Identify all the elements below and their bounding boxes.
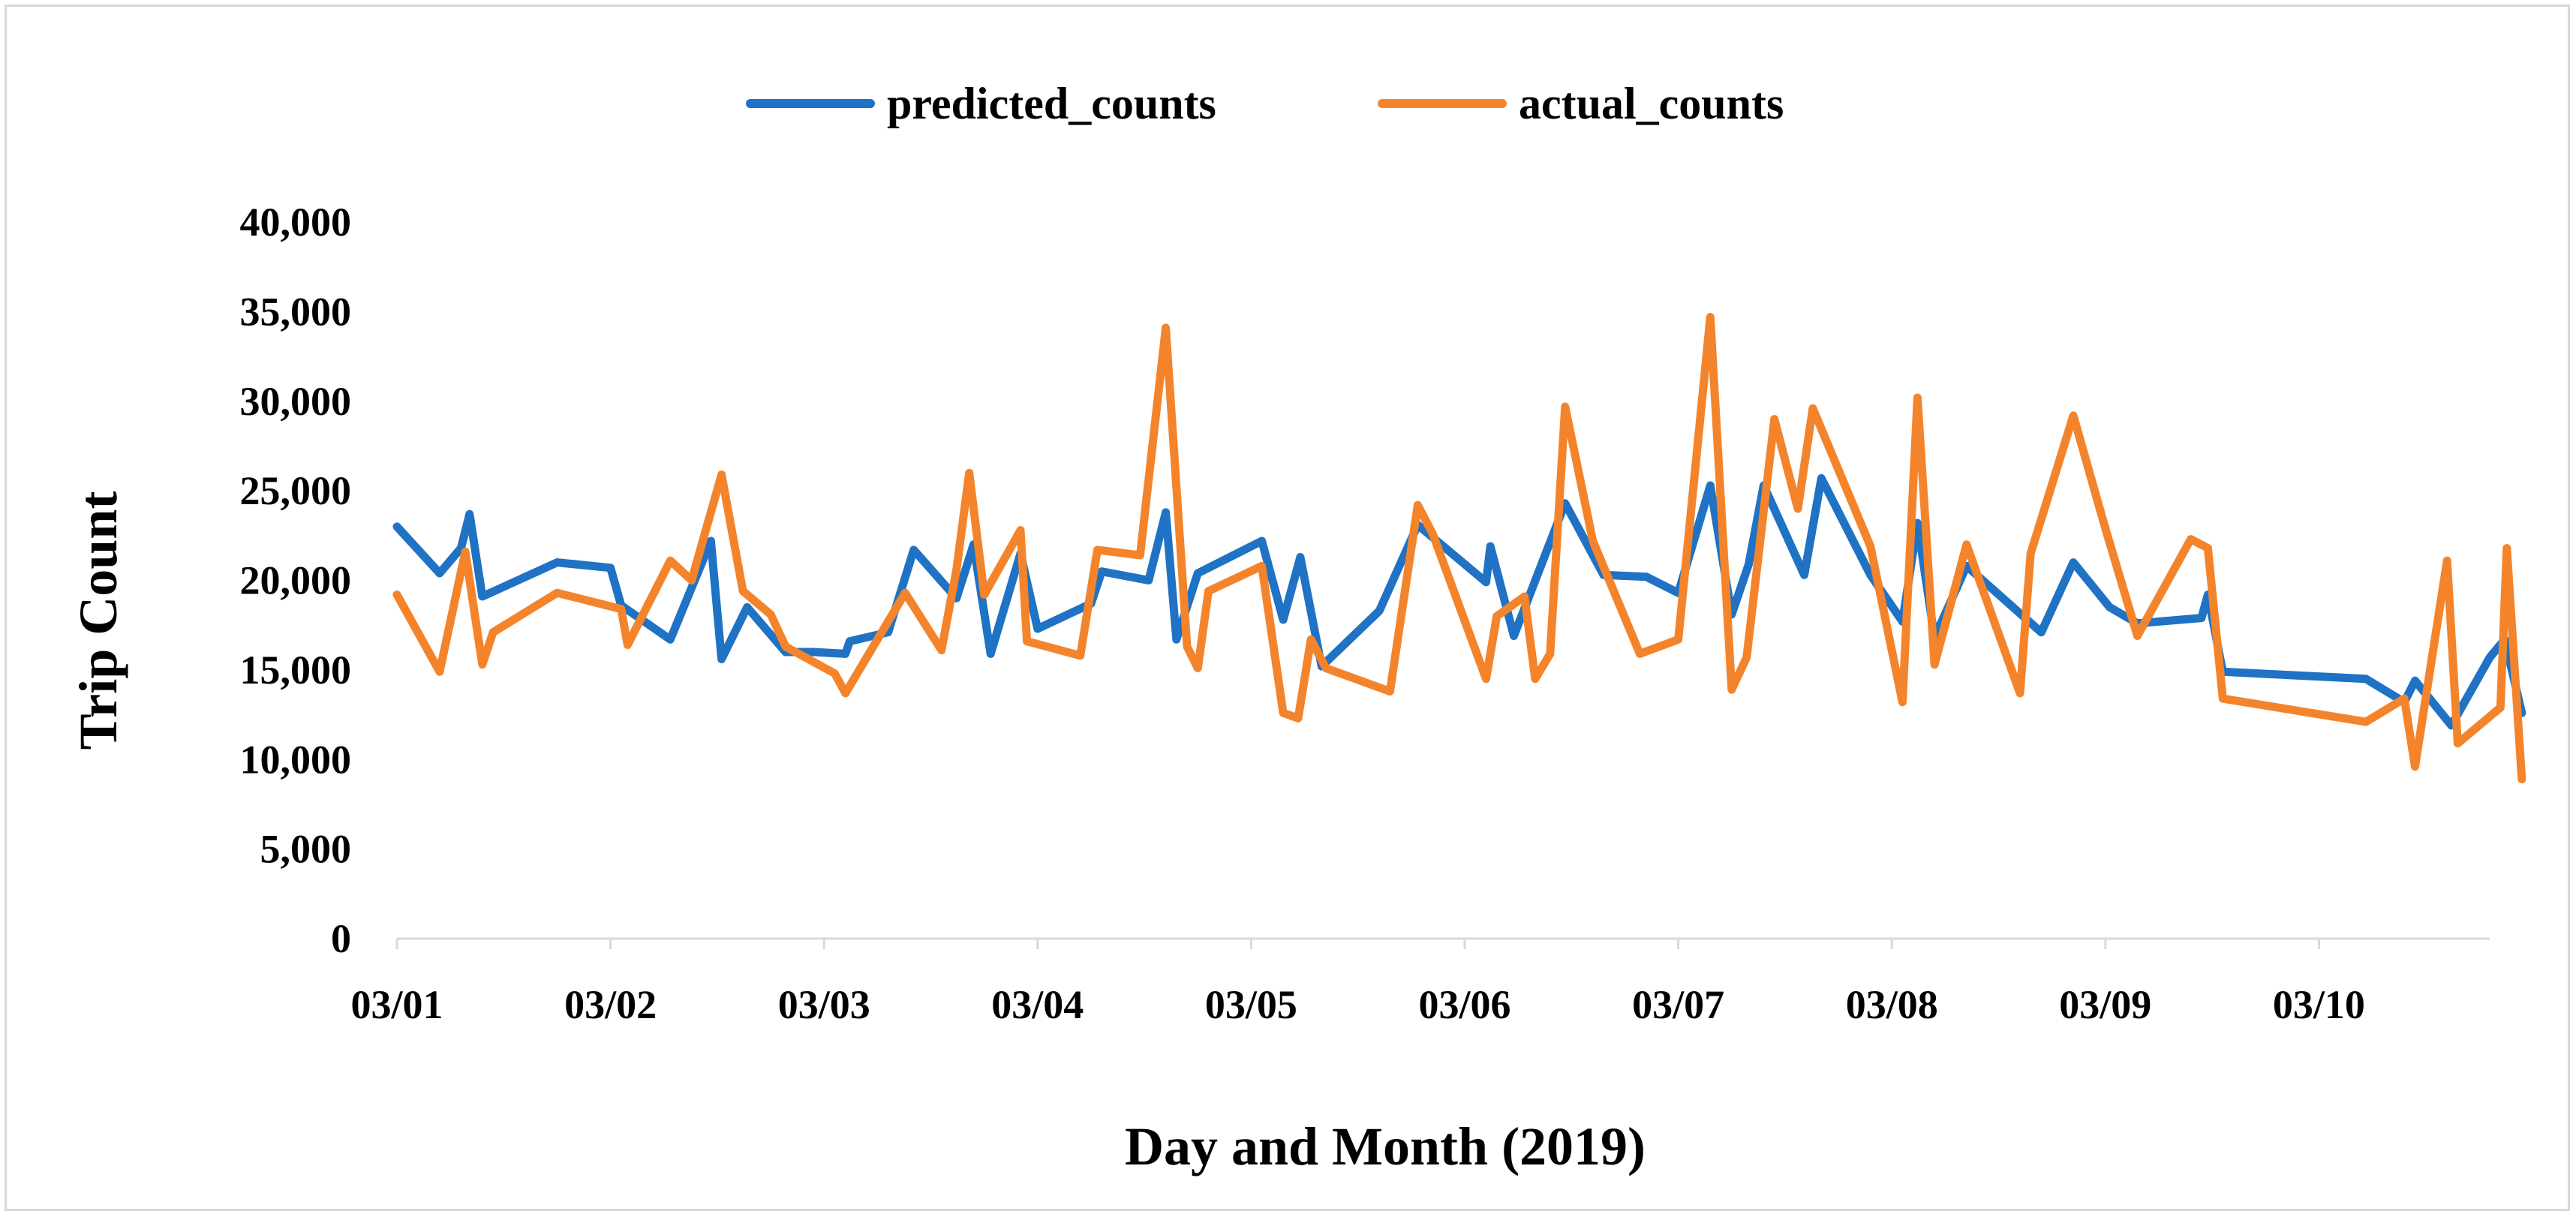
- y-axis-title: Trip Count: [68, 491, 128, 750]
- x-tick-label: 03/04: [991, 982, 1084, 1027]
- x-axis: 03/01 03/02 03/03 03/04 03/05 03/06 03/07 03/08…: [350, 937, 2490, 1027]
- legend: predicted_counts actual_counts: [746, 79, 1784, 128]
- x-tick-label: 03/05: [1205, 982, 1297, 1027]
- y-tick-label: 10,000: [240, 737, 352, 782]
- y-tick-label: 35,000: [240, 289, 352, 334]
- x-tick-label: 03/03: [778, 982, 870, 1027]
- y-tick-label: 20,000: [240, 558, 352, 603]
- y-tick-label: 30,000: [240, 379, 352, 424]
- x-tick-label: 03/09: [2059, 982, 2151, 1027]
- y-axis-ticks: 0 5,000 10,000 15,000 20,000 25,000 30,000 35,0…: [240, 200, 352, 961]
- x-tick-label: 03/10: [2273, 982, 2365, 1027]
- x-tick-label: 03/02: [564, 982, 657, 1027]
- series-line-predicted-counts: [392, 473, 2526, 730]
- x-tick-label: 03/08: [1846, 982, 1938, 1027]
- series-lines: [392, 313, 2526, 783]
- y-tick-label: 40,000: [240, 200, 352, 245]
- y-tick-label: 15,000: [240, 648, 352, 693]
- series-line-actual-counts: [392, 313, 2526, 783]
- x-axis-title: Day and Month (2019): [1125, 1116, 1646, 1176]
- y-tick-label: 0: [331, 916, 351, 961]
- y-tick-label: 5,000: [260, 827, 352, 872]
- x-tick-label: 03/01: [350, 982, 443, 1027]
- x-tick-label: 03/06: [1418, 982, 1510, 1027]
- legend-label: predicted_counts: [887, 79, 1216, 128]
- y-tick-label: 25,000: [240, 468, 352, 513]
- legend-label: actual_counts: [1519, 79, 1784, 128]
- x-tick-label: 03/07: [1632, 982, 1724, 1027]
